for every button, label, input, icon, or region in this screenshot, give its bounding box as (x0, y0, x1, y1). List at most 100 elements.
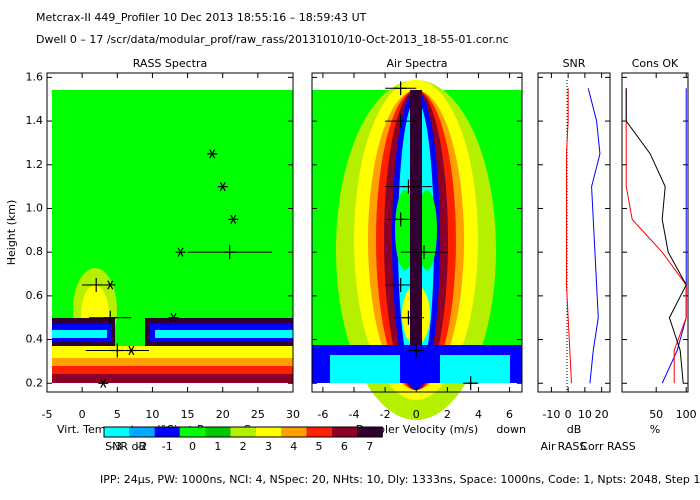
y-tick-label: 0.4 (26, 333, 44, 346)
marker (90, 277, 103, 292)
air-background (312, 80, 522, 420)
x-tick-label: -5 (42, 408, 53, 421)
marker (394, 277, 407, 292)
x-tick-label: 20 (216, 408, 230, 421)
rass-background (52, 90, 293, 383)
y-tick-label: 0.8 (26, 245, 44, 258)
marker (105, 280, 116, 290)
marker (464, 376, 477, 391)
header-path: Dwell 0 – 17 /scr/data/modular_prof/raw_… (36, 33, 509, 46)
footer: IPP: 24μs, PW: 1000ns, NCI: 4, NSpec: 20… (100, 473, 700, 486)
x-axis-label: % (650, 423, 660, 436)
colorbar-tick-label: -2 (136, 440, 147, 453)
marker (410, 343, 423, 358)
colorbar-label: SNR dB (105, 440, 146, 453)
y-tick-label: 1.6 (26, 70, 44, 83)
marker (228, 214, 239, 224)
colorbar-tick-label: -3 (111, 440, 122, 453)
x-tick-label: 30 (286, 408, 300, 421)
plot-frame (46, 72, 294, 393)
x-tick-label: 50 (649, 408, 663, 421)
colorbar-cell (104, 427, 130, 437)
y-tick-label: 1.0 (26, 201, 44, 214)
x-tick-label: 4 (475, 408, 482, 421)
x-axis-label: dB (567, 423, 582, 436)
marker (402, 179, 415, 194)
x-tick-label: 0 (413, 408, 420, 421)
x-tick-label: 5 (114, 408, 121, 421)
x-tick-label: 10 (578, 408, 592, 421)
x-tick-label: 0 (79, 408, 86, 421)
x-tick-label: 10 (145, 408, 159, 421)
profile-line (625, 88, 687, 384)
profile-line (661, 88, 687, 384)
colorbar-cell (205, 427, 231, 437)
colorbar-cell (230, 427, 256, 437)
colorbar-tick-label: -1 (162, 440, 173, 453)
y-tick-label: 0.2 (26, 376, 44, 389)
colorbar-cell (255, 427, 282, 437)
colorbar-tick-label: 7 (366, 440, 373, 453)
x-tick-label: -4 (349, 408, 360, 421)
x-tick-label: 100 (676, 408, 697, 421)
marker (168, 313, 179, 323)
marker (418, 245, 430, 260)
marker (111, 343, 124, 358)
x-tick-label: 20 (595, 408, 609, 421)
colorbar-tick-label: 5 (316, 440, 323, 453)
x-tick-label: 2 (444, 408, 451, 421)
marker (207, 149, 218, 159)
colorbar-cell (129, 427, 155, 437)
panel-title: Cons OK (632, 57, 679, 70)
marker (104, 310, 117, 325)
marker (223, 245, 236, 260)
header-title: Metcrax-II 449_Profiler 10 Dec 2013 18:5… (36, 11, 367, 24)
colorbar-frame (103, 426, 383, 438)
x-tick-label: -10 (542, 408, 560, 421)
x-note: down (496, 423, 526, 436)
marker (98, 378, 109, 388)
marker (217, 182, 228, 192)
colorbar-cell (306, 427, 332, 437)
x-tick-label: -2 (380, 408, 391, 421)
panel-title: Air Spectra (387, 57, 448, 70)
x-tick-label: 25 (251, 408, 265, 421)
y-tick-label: 0.6 (26, 289, 44, 302)
x-tick-label: 6 (506, 408, 513, 421)
colorbar-cell (281, 427, 307, 437)
colorbar-tick-label: 6 (341, 440, 348, 453)
plot-frame (537, 72, 611, 393)
colorbar-cell (154, 427, 180, 437)
panel-title: RASS Spectra (133, 57, 208, 70)
marker (394, 81, 407, 96)
legend-label: Corr RASS (580, 440, 635, 453)
marker (394, 114, 407, 129)
colorbar-cell (179, 427, 206, 437)
panel-title: SNR (563, 57, 586, 70)
y-tick-label: 1.4 (26, 114, 44, 127)
x-axis-label: Doppler Velocity (m/s) (356, 423, 478, 436)
colorbar-tick-label: 3 (265, 440, 272, 453)
legend-label: RASS (558, 440, 587, 453)
y-tick-label: 1.2 (26, 158, 44, 171)
plot-frame (311, 72, 523, 393)
x-tick-label: -6 (317, 408, 328, 421)
marker (394, 212, 407, 227)
profile-line (565, 88, 572, 384)
marker (175, 247, 186, 257)
profile-line (625, 88, 687, 384)
colorbar-tick-label: 4 (290, 440, 297, 453)
colorbar-cell (331, 427, 357, 437)
x-tick-label: 0 (565, 408, 572, 421)
legend-label: Air (540, 440, 556, 453)
colorbar-cell (357, 427, 383, 437)
colorbar-tick-label: 0 (189, 440, 196, 453)
colorbar-tick-label: 2 (240, 440, 247, 453)
profile-line (587, 88, 601, 384)
x-tick-label: 15 (181, 408, 195, 421)
colorbar-tick-label: 1 (214, 440, 221, 453)
marker (402, 310, 415, 325)
y-axis-label: Height (km) (5, 200, 18, 266)
marker (126, 345, 137, 356)
